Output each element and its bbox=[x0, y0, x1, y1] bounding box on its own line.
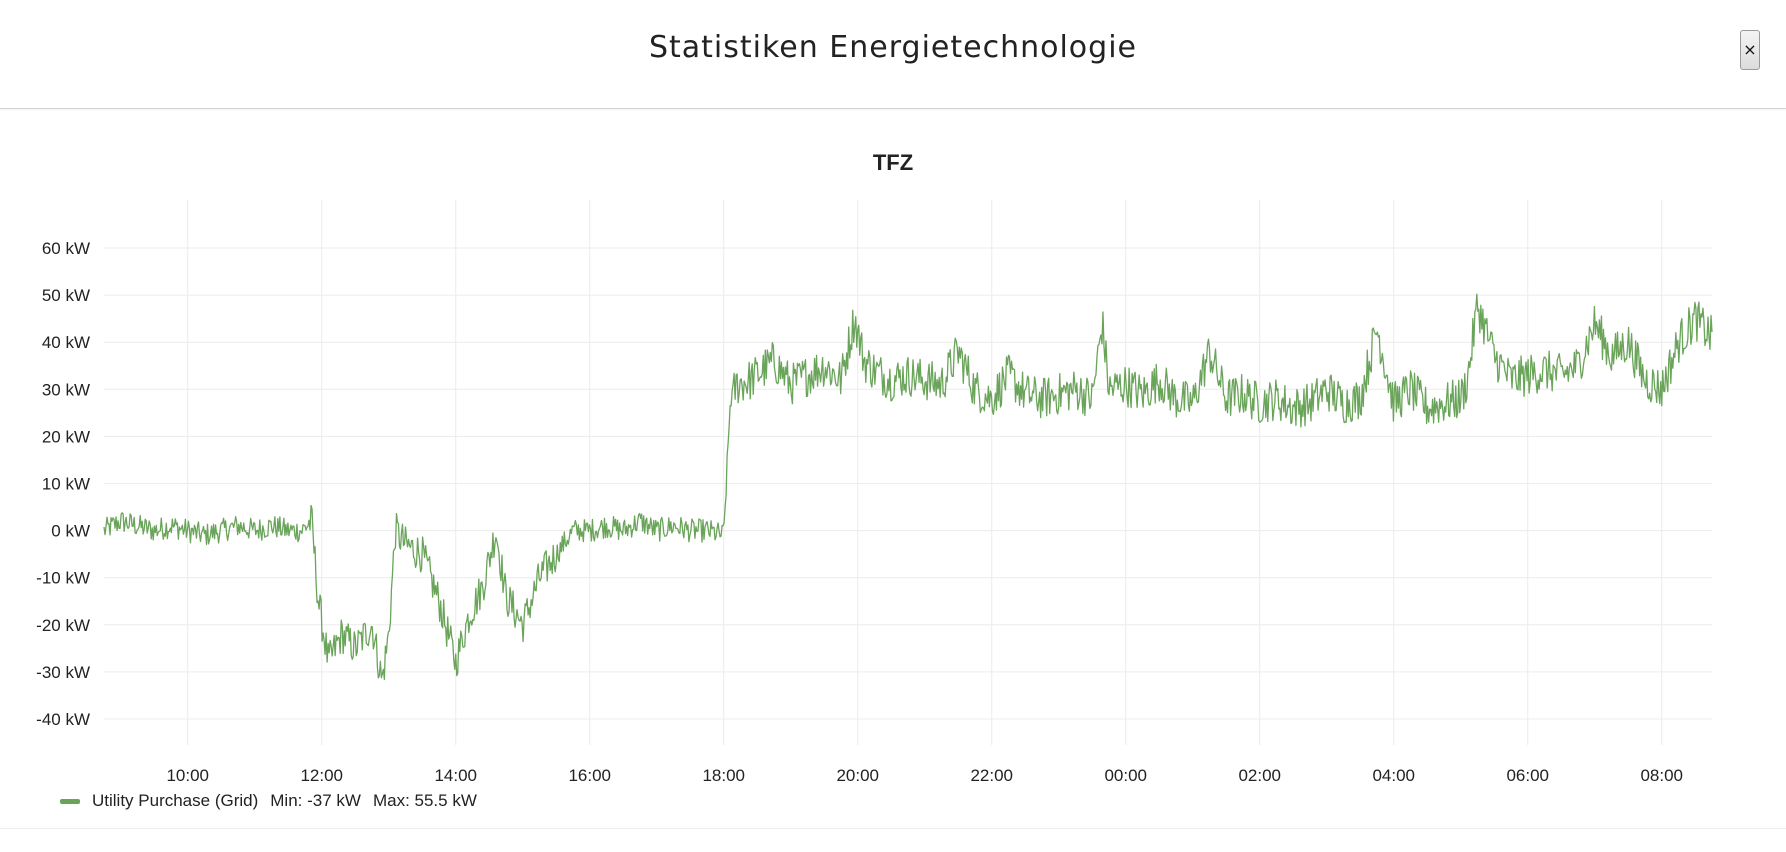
grid-layer bbox=[104, 200, 1712, 745]
y-tick-label: 40 kW bbox=[42, 333, 90, 352]
y-tick-label: 20 kW bbox=[42, 427, 90, 446]
legend-min: Min: -37 kW bbox=[270, 791, 361, 810]
close-button[interactable]: × bbox=[1740, 30, 1760, 70]
modal-header: Statistiken Energietechnologie × bbox=[0, 0, 1786, 109]
legend-swatch bbox=[60, 798, 80, 804]
x-tick-label: 06:00 bbox=[1506, 766, 1549, 785]
x-tick-label: 22:00 bbox=[970, 766, 1013, 785]
y-tick-label: -20 kW bbox=[36, 616, 90, 635]
x-axis: 10:00 12:00 14:00 16:00 18:00 20:00 22:00 00:00… bbox=[166, 766, 1683, 785]
y-tick-label: 0 kW bbox=[51, 522, 90, 541]
y-tick-label: 10 kW bbox=[42, 475, 90, 494]
y-tick-label: 30 kW bbox=[42, 380, 90, 399]
x-tick-label: 18:00 bbox=[702, 766, 745, 785]
x-tick-label: 08:00 bbox=[1640, 766, 1683, 785]
x-tick-label: 00:00 bbox=[1104, 766, 1147, 785]
y-tick-label: 60 kW bbox=[42, 239, 90, 258]
y-tick-label: -10 kW bbox=[36, 569, 90, 588]
series-layer bbox=[103, 293, 1713, 680]
y-axis: 60 kW 50 kW 40 kW 30 kW 20 kW 10 kW 0 kW -10 kW… bbox=[36, 239, 90, 729]
x-tick-label: 20:00 bbox=[836, 766, 879, 785]
x-tick-label: 16:00 bbox=[568, 766, 611, 785]
legend-series-label[interactable]: Utility Purchase (Grid) bbox=[92, 791, 259, 810]
modal-title: Statistiken Energietechnologie bbox=[648, 30, 1137, 65]
legend[interactable]: Utility Purchase (Grid) Min: -37 kW Max:… bbox=[60, 790, 489, 812]
y-tick-label: -30 kW bbox=[36, 663, 90, 682]
legend-max: Max: 55.5 kW bbox=[372, 791, 477, 810]
x-tick-label: 02:00 bbox=[1238, 766, 1281, 785]
x-tick-label: 10:00 bbox=[166, 766, 209, 785]
x-tick-label: 12:00 bbox=[300, 766, 343, 785]
x-tick-label: 04:00 bbox=[1372, 766, 1415, 785]
modal-bottom-border bbox=[0, 828, 1786, 829]
series-line-utility-purchase bbox=[103, 293, 1713, 680]
y-tick-label: 50 kW bbox=[42, 286, 90, 305]
chart-title: TFZ bbox=[872, 150, 914, 175]
y-tick-label: -40 kW bbox=[36, 710, 90, 729]
x-tick-label: 14:00 bbox=[434, 766, 477, 785]
